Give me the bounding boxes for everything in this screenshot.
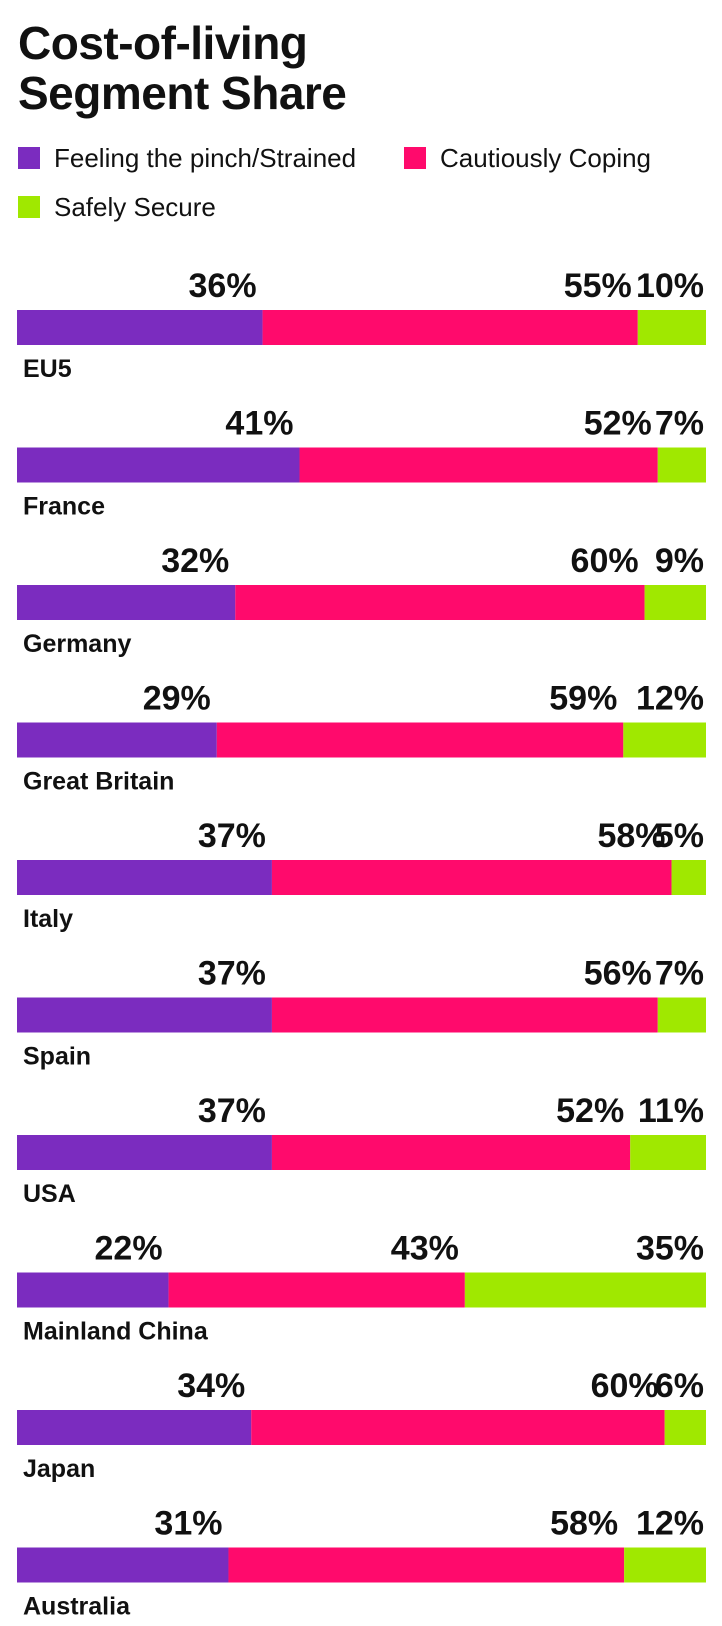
bar-segment-italy-strained	[17, 860, 272, 895]
value-label-spain-strained: 37%	[198, 955, 266, 993]
value-label-australia-coping: 58%	[550, 1505, 618, 1543]
value-label-japan-coping: 60%	[591, 1367, 659, 1405]
bar-segment-france-coping	[299, 447, 658, 483]
bar-segment-italy-coping	[271, 860, 672, 895]
value-label-germany-secure: 9%	[655, 542, 704, 580]
bar-segment-usa-secure	[630, 1135, 706, 1170]
value-label-usa-coping: 52%	[556, 1092, 624, 1130]
value-label-italy-secure: 5%	[655, 817, 704, 855]
value-label-spain-secure: 7%	[655, 955, 704, 993]
value-label-france-strained: 41%	[225, 405, 293, 443]
value-label-eu5-coping: 55%	[564, 267, 632, 305]
value-label-australia-secure: 12%	[636, 1505, 704, 1543]
legend-item-secure: Safely Secure	[18, 192, 216, 222]
chart-title: Cost-of-living Segment Share	[18, 18, 658, 118]
bar-segment-germany-coping	[235, 585, 645, 620]
bar-segment-usa-strained	[17, 1135, 272, 1170]
bar-segment-australia-secure	[624, 1547, 706, 1583]
bar-segment-eu5-secure	[637, 310, 706, 345]
category-label-spain: Spain	[23, 1043, 91, 1071]
value-label-eu5-secure: 10%	[636, 267, 704, 305]
value-label-australia-strained: 31%	[154, 1505, 222, 1543]
value-label-mainland-china-strained: 22%	[95, 1230, 163, 1268]
category-label-usa: USA	[23, 1180, 76, 1208]
bar-segment-france-strained	[17, 447, 300, 483]
legend-label-strained: Feeling the pinch/Strained	[54, 143, 357, 173]
chart-title-line-1: Cost-of-living	[18, 17, 308, 69]
bar-segment-great-britain-secure	[623, 722, 706, 758]
bar-segment-australia-strained	[17, 1547, 229, 1583]
value-label-france-secure: 7%	[655, 405, 704, 443]
bar-segment-spain-coping	[271, 997, 658, 1033]
category-label-germany: Germany	[23, 630, 131, 658]
bar-segment-great-britain-strained	[17, 722, 217, 758]
value-label-france-coping: 52%	[584, 405, 652, 443]
legend-label-coping: Cautiously Coping	[440, 143, 652, 173]
legend-swatch-coping	[404, 147, 426, 169]
value-label-eu5-strained: 36%	[189, 267, 257, 305]
bar-segment-mainland-china-secure	[464, 1272, 706, 1308]
bar-segment-japan-strained	[17, 1410, 252, 1445]
value-label-germany-coping: 60%	[571, 542, 639, 580]
category-label-australia: Australia	[23, 1593, 131, 1621]
value-label-usa-strained: 37%	[198, 1092, 266, 1130]
legend-item-strained: Feeling the pinch/Strained	[18, 143, 356, 173]
value-label-great-britain-secure: 12%	[636, 680, 704, 718]
bar-segment-great-britain-coping	[216, 722, 624, 758]
bar-segment-eu5-coping	[262, 310, 638, 345]
bar-segment-australia-coping	[228, 1547, 625, 1583]
legend-label-secure: Safely Secure	[54, 192, 216, 222]
legend-item-coping: Cautiously Coping	[404, 143, 651, 173]
bar-segment-japan-secure	[664, 1410, 706, 1445]
value-label-mainland-china-coping: 43%	[391, 1230, 459, 1268]
category-label-great-britain: Great Britain	[23, 768, 174, 796]
bar-segment-mainland-china-coping	[168, 1272, 465, 1308]
legend-swatch-strained	[18, 147, 40, 169]
category-label-eu5: EU5	[23, 355, 72, 383]
category-label-japan: Japan	[23, 1455, 95, 1483]
bar-segment-japan-coping	[251, 1410, 665, 1445]
value-label-great-britain-strained: 29%	[143, 680, 211, 718]
bar-segment-spain-strained	[17, 997, 272, 1033]
bar-segment-eu5-strained	[17, 310, 263, 345]
bar-segment-germany-secure	[644, 585, 706, 620]
bar-segment-spain-secure	[657, 997, 706, 1033]
bar-segment-usa-coping	[271, 1135, 631, 1170]
value-label-japan-strained: 34%	[177, 1367, 245, 1405]
category-label-italy: Italy	[23, 905, 73, 933]
value-label-italy-strained: 37%	[198, 817, 266, 855]
value-label-mainland-china-secure: 35%	[636, 1230, 704, 1268]
value-label-germany-strained: 32%	[161, 542, 229, 580]
category-label-france: France	[23, 493, 105, 521]
value-label-italy-coping: 58%	[597, 817, 665, 855]
chart-title-line-2: Segment Share	[18, 67, 347, 119]
value-label-spain-coping: 56%	[584, 955, 652, 993]
value-label-great-britain-coping: 59%	[549, 680, 617, 718]
bar-segment-mainland-china-strained	[17, 1272, 169, 1308]
legend-swatch-secure	[18, 196, 40, 218]
bar-segment-france-secure	[657, 447, 706, 483]
category-label-mainland-china: Mainland China	[23, 1318, 209, 1346]
bar-segment-italy-secure	[671, 860, 706, 895]
value-label-japan-secure: 6%	[655, 1367, 704, 1405]
bar-segment-germany-strained	[17, 585, 236, 620]
value-label-usa-secure: 11%	[638, 1092, 704, 1130]
